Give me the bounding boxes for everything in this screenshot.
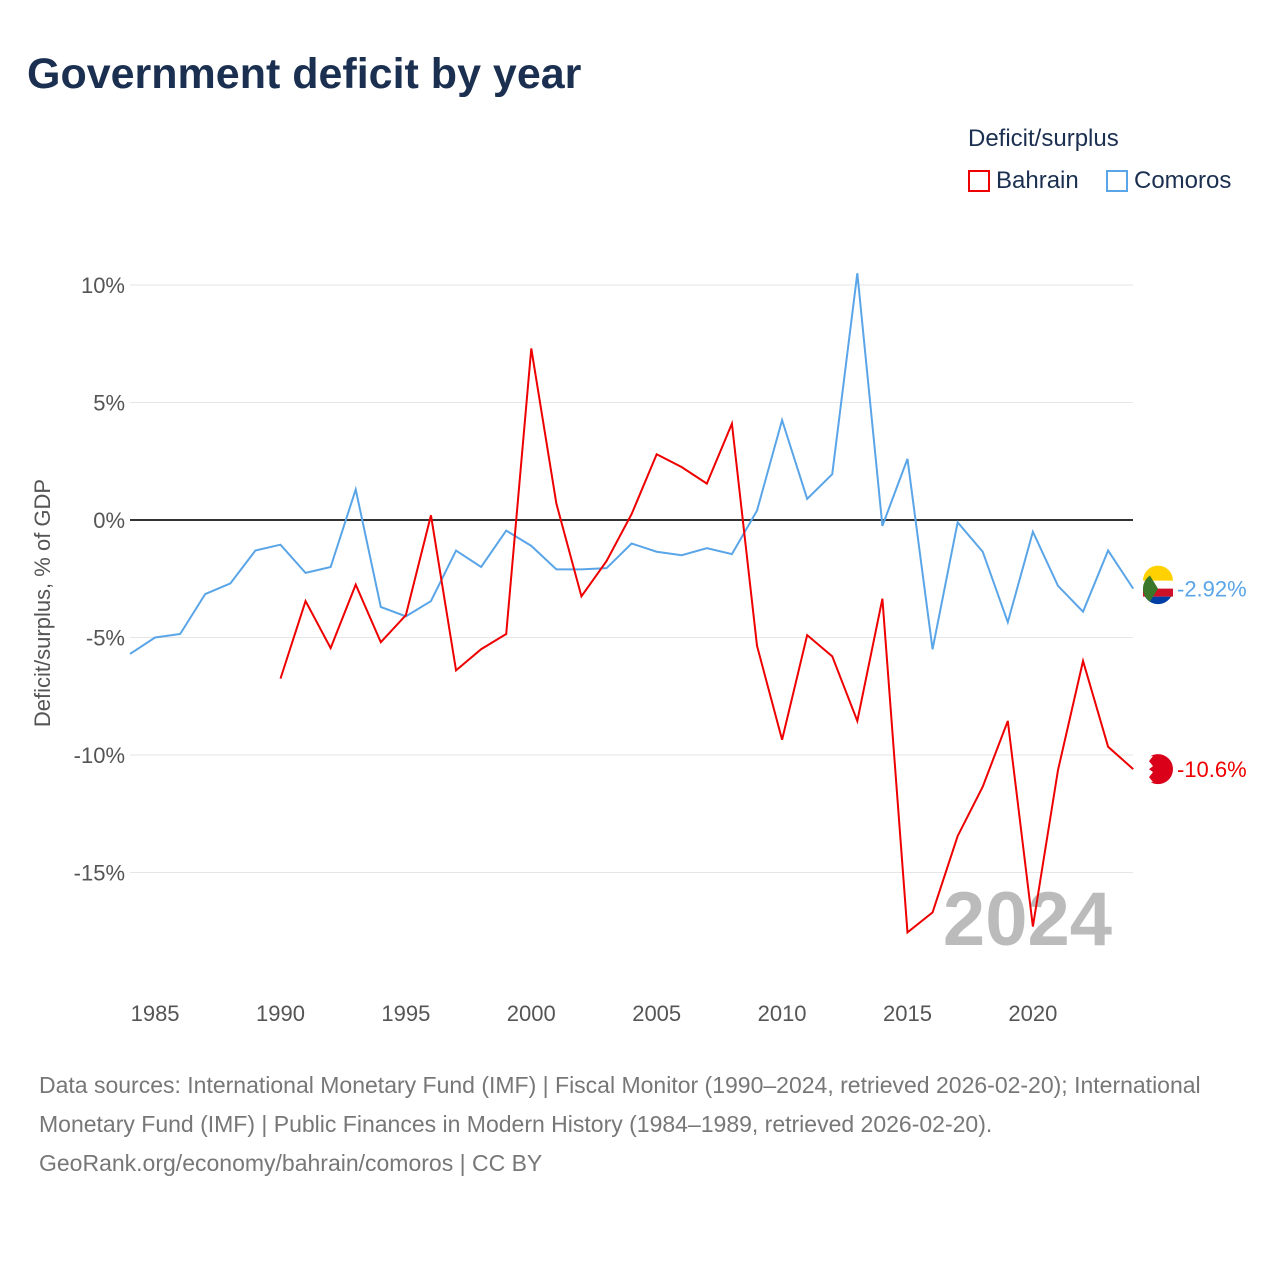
legend-label: Comoros xyxy=(1134,167,1232,194)
y-tick-label: -10% xyxy=(74,743,125,768)
x-tick-label: 2015 xyxy=(883,1001,932,1026)
legend-item-comoros[interactable]: Comoros xyxy=(1106,167,1231,195)
chart-area: Deficit/surplus, % of GDP 2024 10% 5% 0% -5… xyxy=(30,273,1247,1026)
data-sources: Data sources: International Monetary Fun… xyxy=(39,1072,1201,1137)
series-line-comoros xyxy=(129,273,1135,655)
x-tick-label: 2010 xyxy=(758,1001,807,1026)
y-tick-label: 10% xyxy=(81,273,125,298)
x-tick-label: 2000 xyxy=(507,1001,556,1026)
footer: Data sources: International Monetary Fun… xyxy=(39,1066,1239,1183)
legend-title: Deficit/surplus xyxy=(968,125,1119,152)
comoros-flag-icon xyxy=(1142,565,1174,605)
y-tick-label: 5% xyxy=(93,391,125,416)
credit-link[interactable]: GeoRank.org/economy/bahrain/comoros | CC… xyxy=(39,1150,543,1176)
end-value-label: -2.92% xyxy=(1177,577,1247,602)
legend-swatch xyxy=(1106,170,1128,192)
chart-title: Government deficit by year xyxy=(27,50,582,98)
y-tick-label: -5% xyxy=(86,626,125,651)
y-tick-label: -15% xyxy=(74,861,125,886)
x-tick-label: 1990 xyxy=(256,1001,305,1026)
bahrain-flag-icon xyxy=(1142,754,1173,785)
x-tick-label: 2020 xyxy=(1008,1001,1057,1026)
end-value-label: -10.6% xyxy=(1177,757,1247,782)
legend-item-bahrain[interactable]: Bahrain xyxy=(968,167,1079,195)
x-tick-label: 1995 xyxy=(381,1001,430,1026)
y-tick-label: 0% xyxy=(93,508,125,533)
legend-swatch xyxy=(968,170,990,192)
y-axis-label: Deficit/surplus, % of GDP xyxy=(30,479,55,727)
x-tick-label: 2005 xyxy=(632,1001,681,1026)
year-watermark: 2024 xyxy=(943,877,1112,962)
legend-label: Bahrain xyxy=(996,167,1079,194)
x-tick-label: 1985 xyxy=(131,1001,180,1026)
series-line-bahrain xyxy=(279,348,1134,935)
